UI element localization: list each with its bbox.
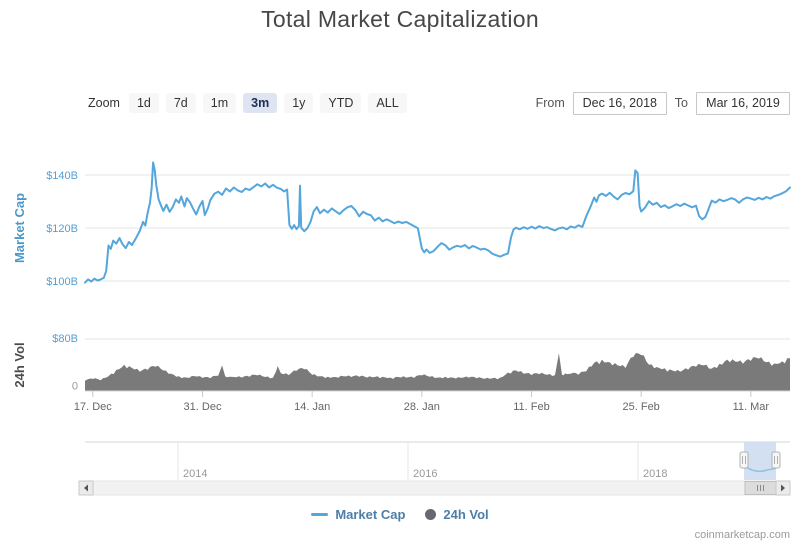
y-axis-label-volume-80b: $80B — [52, 333, 78, 345]
market-cap-line-swatch — [311, 513, 329, 516]
scrollbar-right-arrow-icon — [781, 484, 785, 492]
volume-area-series[interactable] — [85, 353, 790, 391]
x-axis-label: 11. Feb — [513, 401, 550, 413]
from-label: From — [535, 96, 565, 110]
y-axis-label-market-cap: $140B — [46, 170, 78, 182]
y-axis-label-market-cap: $120B — [46, 223, 78, 235]
chart-legend: Market Cap 24h Vol — [0, 507, 800, 522]
y-axis-label-market-cap: $100B — [46, 276, 78, 288]
zoom-range-button-7d[interactable]: 7d — [165, 92, 196, 114]
navigator-handle-left[interactable] — [739, 451, 749, 469]
navigator-year-label: 2016 — [413, 468, 437, 480]
zoom-label: Zoom — [88, 96, 120, 110]
to-label: To — [674, 96, 688, 110]
zoom-range-button-all[interactable]: ALL — [368, 92, 407, 114]
x-axis-label: 11. Mar — [733, 401, 770, 413]
navigator-selection[interactable] — [744, 442, 776, 480]
zoom-range-button-1d[interactable]: 1d — [128, 92, 159, 114]
scrollbar-track[interactable] — [78, 480, 791, 496]
x-axis-label: 25. Feb — [623, 401, 660, 413]
navigator-handle-right[interactable] — [771, 451, 781, 469]
x-axis-label: 17. Dec — [74, 401, 112, 413]
x-axis-label: 28. Jan — [404, 401, 440, 413]
x-axis-label: 31. Dec — [184, 401, 222, 413]
legend-label-24h-vol: 24h Vol — [443, 507, 489, 522]
zoom-range-button-3m[interactable]: 3m — [243, 92, 278, 114]
navigator-year-label: 2014 — [183, 468, 207, 480]
from-date-input[interactable] — [572, 91, 667, 115]
legend-item-24h-vol[interactable]: 24h Vol — [425, 507, 489, 522]
zoom-range-button-1y[interactable]: 1y — [284, 92, 314, 114]
market-cap-axis-title: Market Cap — [12, 193, 27, 263]
chart-title: Total Market Capitalization — [261, 6, 539, 32]
date-range-group: From To — [535, 91, 790, 115]
market-cap-line-series[interactable] — [84, 161, 791, 284]
zoom-range-button-1m[interactable]: 1m — [202, 92, 237, 114]
zoom-range-group: Zoom 1d 7d 1m 3m 1y YTD ALL — [88, 92, 407, 114]
y-axis-label-volume-0: 0 — [72, 381, 78, 393]
navigator-year-label: 2018 — [643, 468, 667, 480]
volume-dot-swatch — [425, 509, 437, 520]
navigator-series-line — [743, 465, 777, 473]
chart-toolbar: Zoom 1d 7d 1m 3m 1y YTD ALL From To — [88, 91, 790, 115]
zoom-range-button-ytd[interactable]: YTD — [320, 92, 362, 114]
scrollbar-left-arrow-icon — [84, 484, 88, 492]
x-axis-label: 14. Jan — [294, 401, 330, 413]
watermark: coinmarketcap.com — [694, 529, 790, 541]
legend-item-market-cap[interactable]: Market Cap — [311, 507, 405, 522]
legend-label-market-cap: Market Cap — [335, 507, 406, 522]
volume-axis-title: 24h Vol — [12, 342, 27, 387]
to-date-input[interactable] — [696, 91, 790, 115]
zoom-buttons: 1d 7d 1m 3m 1y YTD ALL — [128, 92, 407, 114]
